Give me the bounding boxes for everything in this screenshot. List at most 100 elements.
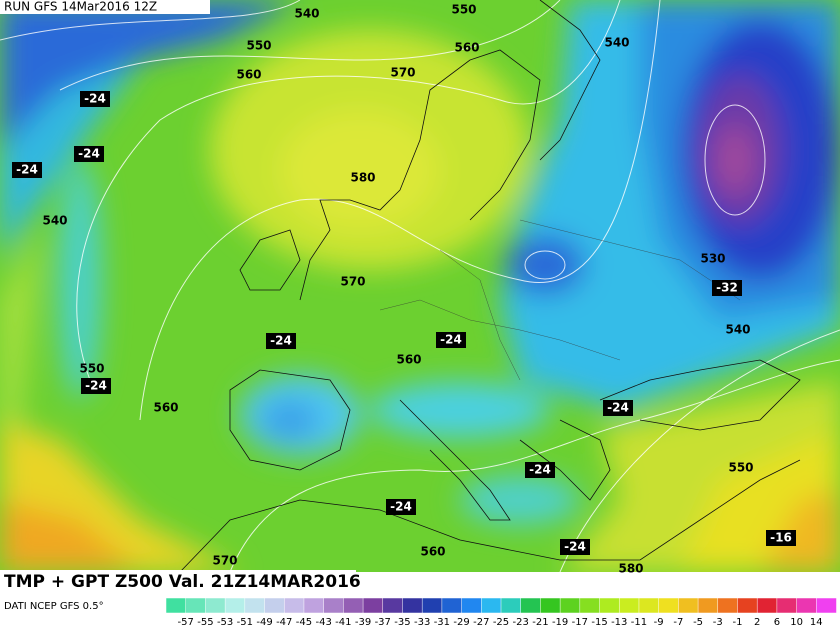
temperature-label-box [436,332,466,348]
colorbar-label: -33 [414,617,430,628]
temperature-label: -24 [529,463,551,477]
colorbar-label: -1 [732,617,742,628]
colorbar-label: -41 [335,617,351,628]
field [0,0,840,572]
colorbar-swatch [382,597,404,614]
colorbar-swatch [776,597,798,614]
temperature-label: -16 [770,531,792,545]
colorbar-label: -17 [572,617,588,628]
temperature-label: -24 [390,500,412,514]
colorbar-swatch [461,597,483,614]
colorbar-swatch [737,597,758,614]
temperature-label: -24 [16,163,38,177]
title-box [0,570,356,594]
height-label: 550 [451,3,476,17]
colorbar-swatch [343,597,364,614]
colorbar-label: -9 [654,617,664,628]
colorbar-label: -31 [434,617,450,628]
colorbar-label: -13 [611,617,627,628]
temperature-label: -24 [84,92,106,106]
colorbar-swatch [421,597,443,614]
colorbar-label: -21 [532,617,548,628]
colorbar-label: -49 [256,617,272,628]
temperature-label: -24 [564,540,586,554]
height-label: 570 [212,554,237,568]
colorbar-label: -55 [197,617,213,628]
colorbar-label: -35 [394,617,410,628]
colorbar-swatch [500,597,522,614]
colorbar-label: -15 [591,617,607,628]
colorbar-swatch [205,597,226,614]
colorbar-swatch [717,597,739,614]
colorbar-label: -27 [473,617,489,628]
colorbar-swatch [638,597,660,614]
temperature-label-box [266,333,296,349]
colorbar-label: -25 [493,617,509,628]
temperature-label: -24 [607,401,629,415]
colorbar-label: -57 [178,617,194,628]
colorbar-label: -3 [713,617,723,628]
height-label: 560 [153,401,178,415]
height-label: 540 [725,323,750,337]
colorbar-swatch [323,597,345,614]
colorbar-swatch [264,597,285,614]
colorbar-swatch [244,597,266,614]
colorbar-swatch [618,597,640,614]
colorbar-label: 2 [754,617,760,628]
colorbar-label: -29 [453,617,469,628]
temperature-label-box [386,499,416,515]
temperature-label-box [12,162,42,178]
height-label: 530 [700,252,725,266]
colorbar-label: -43 [315,617,331,628]
colorbar-swatch [441,597,463,614]
temperature-label: -24 [78,147,100,161]
source: DATI NCEP GFS 0.5° [4,601,104,612]
colorbar-swatch [303,597,325,614]
colorbar-swatch [599,597,620,614]
temperature-label-box [81,378,111,394]
colorbar-swatch [185,597,207,614]
colorbar-label: -5 [693,617,703,628]
colorbar-label: 14 [810,617,823,628]
colorbar-swatch [520,597,542,614]
map-labels: 540 550 550 560 540 560 570 580 540 530 570 540 560 5… [12,3,796,576]
height-label: 550 [728,461,753,475]
height-label: 540 [42,214,67,228]
colorbar-label: -11 [631,617,647,628]
height-label: 560 [396,353,421,367]
height-label: 540 [294,7,319,21]
colorbar-swatch [402,597,423,614]
temperature-label-box [74,146,104,162]
colorbar-label: 10 [790,617,803,628]
colorbar-label: -7 [673,617,683,628]
colorbar-swatch [816,597,837,614]
height-label: 550 [246,39,271,53]
height-label: 560 [236,68,261,82]
colorbar-swatch [658,597,680,614]
colorbar-label: -39 [355,617,371,628]
colorbar-swatch [678,597,699,614]
colorbar-label: -45 [296,617,312,628]
colorbar-label: -47 [276,617,292,628]
colorbar-swatch [796,597,818,614]
colorbar-label: -23 [513,617,529,628]
height-label: 580 [618,562,643,576]
temperature-label-box [603,400,633,416]
temperature-label-box [560,539,590,555]
colorbar: -57 -55 -53 -51 -49 -47 -45 -43 -41 -39 -37 -35 -33-… [165,597,837,628]
header-box [0,0,210,14]
height-label: 570 [340,275,365,289]
colorbar-swatch [362,597,384,614]
colorbar-swatch [697,597,719,614]
colorbar-swatch [559,597,581,614]
title: TMP + GPT Z500 Val. 21Z14MAR2016 [4,572,361,592]
colorbar-swatch [579,597,601,614]
temperature-label: -32 [716,281,738,295]
height-label: 570 [390,66,415,80]
temperature-label-box [525,462,555,478]
temperature-label-box [80,91,110,107]
borders [379,219,741,381]
colorbar-swatch [224,597,246,614]
height-label: 550 [79,362,104,376]
